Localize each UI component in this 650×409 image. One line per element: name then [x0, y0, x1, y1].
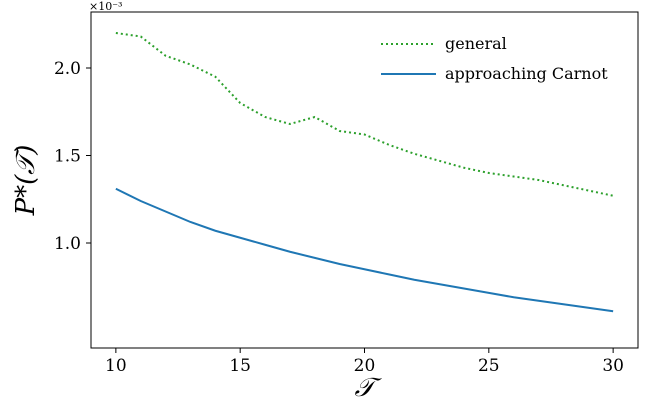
y-offset-label: ×10⁻³: [89, 0, 122, 13]
series-line-1: [115, 187, 614, 313]
series-layer: [115, 32, 614, 313]
legend: general approaching Carnot: [381, 34, 608, 83]
legend-label-0: general: [445, 34, 507, 53]
x-tick-label: 25: [478, 356, 500, 376]
x-tick-label: 20: [354, 356, 376, 376]
y-ticks: 1.0 1.5 2.0: [54, 59, 91, 254]
x-tick-label: 15: [229, 356, 251, 376]
y-tick-label: 2.0: [54, 59, 81, 79]
legend-label-1: approaching Carnot: [445, 64, 608, 83]
y-axis-label: P*(𝒯): [11, 145, 41, 217]
axes-frame: [90, 11, 639, 349]
x-tick-label: 30: [602, 356, 624, 376]
x-ticks: 10 15 20 25 30: [105, 348, 624, 376]
y-tick-label: 1.5: [54, 147, 81, 167]
x-tick-label: 10: [105, 356, 127, 376]
series-line-0: [115, 32, 614, 197]
y-tick-label: 1.0: [54, 234, 81, 254]
x-axis-label: 𝒯: [355, 373, 383, 403]
